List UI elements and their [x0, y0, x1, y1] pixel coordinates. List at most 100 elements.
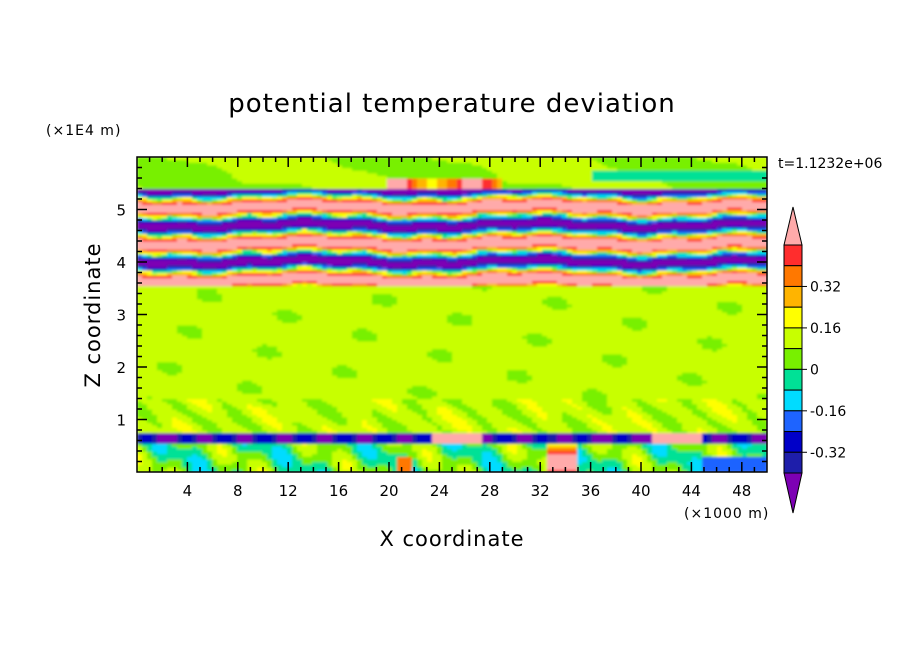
contour-cell	[602, 419, 633, 423]
contour-cell	[422, 214, 428, 218]
contour-cell	[732, 432, 748, 436]
contour-cell	[377, 443, 388, 447]
contour-cell	[252, 435, 258, 439]
contour-cell	[137, 390, 243, 394]
contour-cell	[377, 267, 388, 271]
contour-cell	[452, 251, 458, 255]
contour-cell	[167, 443, 173, 447]
contour-cell	[647, 319, 767, 323]
contour-cell	[292, 264, 298, 268]
contour-cell	[237, 269, 243, 274]
contour-cell	[477, 248, 488, 253]
contour-cell	[682, 422, 708, 426]
contour-cell	[642, 448, 648, 452]
contour-cell	[417, 264, 438, 268]
contour-cell	[332, 283, 353, 287]
contour-cell	[167, 254, 193, 258]
contour-cell	[462, 183, 483, 187]
contour-cell	[472, 209, 478, 213]
contour-cell	[692, 409, 703, 413]
contour-cell	[337, 162, 473, 166]
contour-cell	[432, 157, 593, 161]
contour-cell	[742, 453, 748, 457]
contour-cell	[747, 269, 767, 274]
contour-cell	[172, 196, 178, 200]
contour-cell	[747, 432, 753, 436]
contour-cell	[707, 251, 713, 255]
contour-cell	[577, 283, 593, 287]
contour-cell	[212, 235, 218, 239]
contour-cell	[617, 458, 628, 463]
contour-cell	[437, 443, 443, 447]
contour-cell	[622, 227, 658, 232]
contour-cell	[377, 196, 383, 200]
contour-cell	[182, 411, 198, 415]
contour-cell	[142, 217, 148, 221]
contour-cell	[137, 451, 148, 455]
contour-cell	[262, 214, 273, 218]
contour-cell	[707, 230, 713, 234]
contour-cell	[532, 280, 558, 284]
contour-cell	[172, 424, 193, 428]
contour-cell	[637, 214, 648, 218]
contour-cell	[222, 298, 373, 302]
contour-cell	[287, 248, 298, 253]
contour-cell	[227, 254, 233, 258]
contour-cell	[652, 403, 683, 407]
contour-cell	[412, 393, 438, 397]
contour-cell	[552, 212, 558, 216]
contour-cell	[637, 445, 643, 449]
contour-cell	[477, 220, 573, 224]
contour-cell	[382, 254, 388, 258]
contour-cell	[572, 248, 618, 253]
contour-cell	[542, 466, 548, 470]
contour-cell	[637, 217, 648, 221]
contour-cell	[632, 432, 653, 436]
contour-cell	[177, 325, 198, 329]
contour-cell	[202, 272, 213, 276]
contour-cell	[562, 183, 668, 187]
contour-cell	[702, 458, 767, 463]
contour-cell	[322, 227, 328, 232]
contour-cell	[207, 453, 213, 457]
contour-cell	[147, 212, 168, 216]
contour-cell	[327, 233, 338, 237]
contour-cell	[212, 254, 218, 258]
contour-cell	[332, 369, 358, 373]
contour-cell	[537, 246, 558, 250]
contour-cell	[737, 443, 753, 447]
contour-cell	[227, 217, 233, 221]
contour-cell	[452, 353, 603, 358]
contour-cell	[142, 233, 148, 237]
contour-cell	[172, 416, 178, 421]
contour-cell	[592, 445, 613, 449]
contour-cell	[432, 422, 438, 426]
contour-cell	[482, 185, 493, 190]
contour-cell	[352, 453, 358, 457]
contour-cell	[587, 388, 598, 392]
contour-cell	[372, 212, 378, 216]
contour-cell	[272, 214, 278, 218]
contour-cell	[232, 403, 248, 407]
contour-cell	[632, 437, 653, 442]
contour-cell	[677, 248, 708, 253]
contour-cell	[527, 199, 563, 203]
contour-cell	[617, 466, 623, 470]
contour-cell	[272, 403, 278, 407]
contour-cell	[362, 451, 378, 455]
contour-cell	[557, 283, 563, 287]
contour-cell	[137, 416, 143, 421]
contour-cell	[247, 466, 258, 470]
contour-cell	[622, 406, 628, 410]
contour-cell	[627, 409, 633, 413]
contour-cell	[297, 445, 318, 449]
contour-cell	[537, 191, 553, 195]
contour-cell	[437, 427, 443, 431]
contour-cell	[487, 264, 498, 268]
contour-cell	[537, 435, 548, 439]
contour-cell	[642, 451, 648, 455]
contour-cell	[562, 199, 573, 203]
contour-cell	[312, 217, 323, 221]
contour-cell	[312, 251, 323, 255]
contour-cell	[362, 461, 398, 465]
